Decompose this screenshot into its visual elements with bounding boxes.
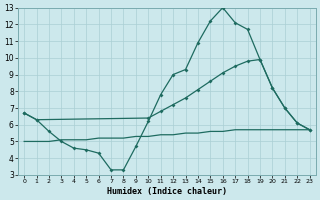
X-axis label: Humidex (Indice chaleur): Humidex (Indice chaleur) — [107, 187, 227, 196]
